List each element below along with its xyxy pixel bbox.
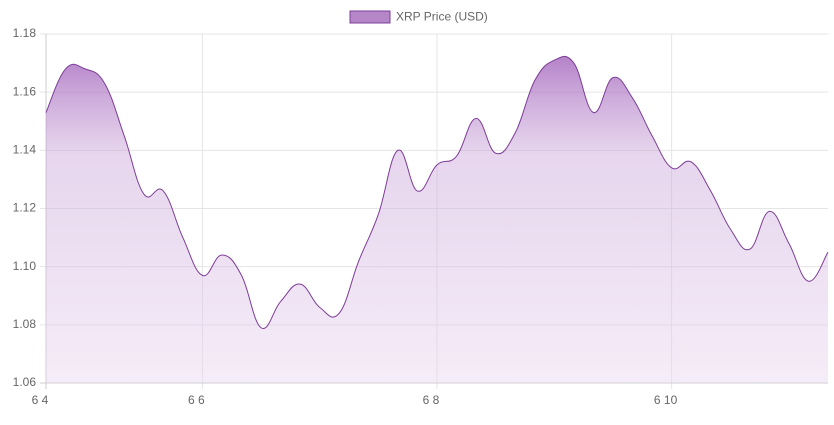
y-tick-label: 1.08: [13, 317, 37, 331]
x-tick-label: 6 8: [423, 393, 440, 407]
x-tick-label: 6 6: [188, 393, 205, 407]
x-tick-label: 6 10: [654, 393, 678, 407]
y-tick-label: 1.18: [13, 26, 37, 40]
legend-label: XRP Price (USD): [396, 10, 488, 24]
area: [46, 56, 828, 383]
y-tick-label: 1.16: [13, 84, 37, 98]
y-tick-label: 1.06: [13, 375, 37, 389]
line: [45, 55, 829, 329]
legend-swatch: [349, 10, 391, 24]
y-tick-label: 1.12: [13, 201, 37, 215]
y-tick-label: 1.10: [13, 259, 37, 273]
y-tick-label: 1.14: [13, 143, 37, 157]
x-tick-label: 6 4: [32, 393, 49, 407]
